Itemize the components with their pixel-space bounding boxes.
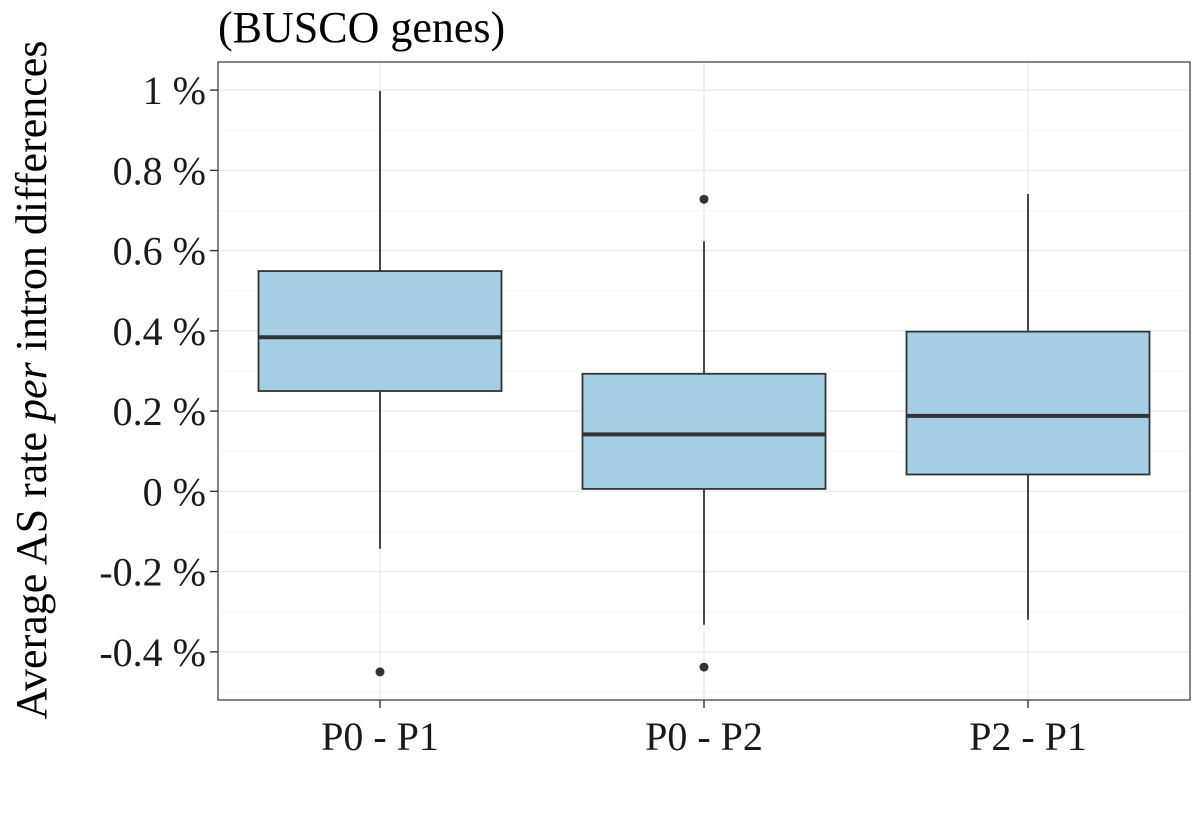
y-tick-label: 0.2 %	[113, 389, 206, 434]
box-group	[257, 90, 1151, 677]
y-tick-label: 0.4 %	[113, 309, 206, 354]
y-tick-label: 1 %	[143, 68, 206, 113]
box-iqr	[905, 330, 1151, 476]
x-axis-ticks: P0 - P1 P0 - P2 P2 - P1	[321, 700, 1087, 759]
y-axis-label-italic: per	[7, 361, 56, 424]
y-tick-label: -0.4 %	[99, 630, 206, 675]
y-tick-label: 0.8 %	[113, 148, 206, 193]
x-tick-label: P2 - P1	[969, 714, 1087, 759]
x-tick-label: P0 - P2	[645, 714, 763, 759]
chart-title: (BUSCO genes)	[218, 3, 505, 52]
box-p0-p1	[257, 90, 503, 677]
y-tick-label: 0.6 %	[113, 229, 206, 274]
x-tick-label: P0 - P1	[321, 714, 439, 759]
outlier-point	[699, 662, 709, 672]
box-iqr	[581, 372, 827, 490]
outlier-point	[375, 667, 385, 677]
y-axis-label-prefix: Average AS rate	[7, 421, 56, 720]
box-p2-p1	[905, 194, 1151, 620]
y-tick-label: 0 %	[143, 469, 206, 514]
y-axis-ticks: 1 % 0.8 % 0.6 % 0.4 % 0.2 % 0 % -0.2 % -0.4 %	[99, 68, 218, 675]
outlier-point	[699, 194, 709, 204]
y-axis-label: Average AS rate per intron differences	[7, 41, 56, 720]
box-p0-p2	[581, 194, 827, 672]
y-axis-label-suffix: intron differences	[7, 41, 56, 363]
box-iqr	[257, 270, 503, 392]
y-tick-label: -0.2 %	[99, 550, 206, 595]
